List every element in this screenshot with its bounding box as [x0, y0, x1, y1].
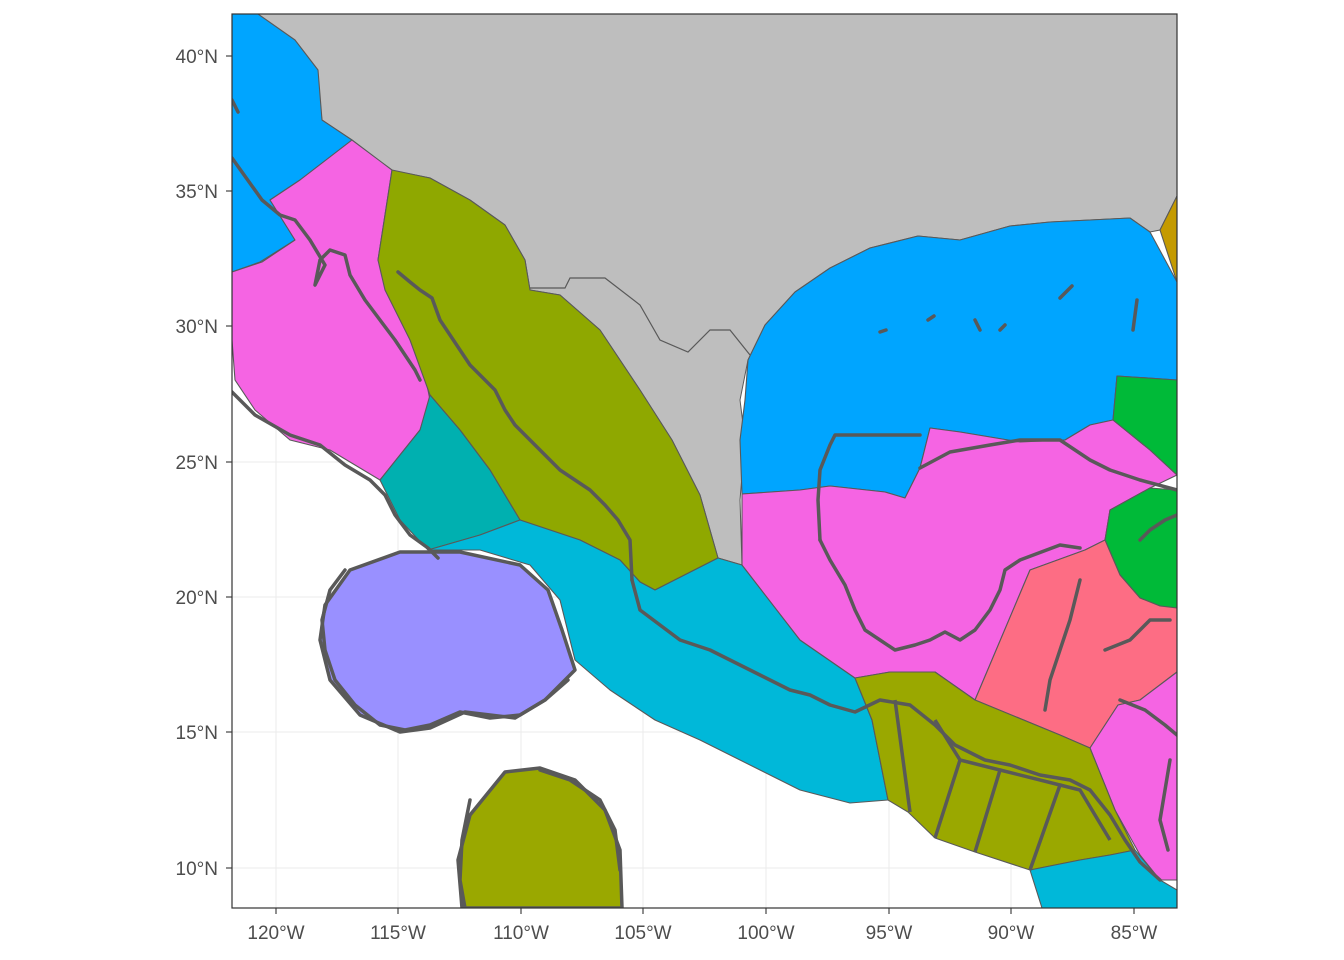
- x-tick-label: 120°W: [247, 923, 304, 944]
- x-tick-label: 105°W: [614, 923, 671, 944]
- y-tick-label: 40°N: [176, 47, 218, 68]
- us-mexico-border: [530, 277, 751, 356]
- x-tick-label: 90°W: [988, 923, 1035, 944]
- x-tick-label: 95°W: [866, 923, 913, 944]
- y-tick-label: 25°N: [176, 453, 218, 474]
- x-tick-label: 85°W: [1111, 923, 1158, 944]
- x-tick-label: 100°W: [737, 923, 794, 944]
- y-axis: 10°N 15°N 20°N 25°N 30°N 35°N 40°N: [176, 47, 232, 880]
- x-tick-label: 115°W: [370, 923, 426, 944]
- x-axis: 120°W 115°W 110°W 105°W 100°W 95°W 90°W …: [247, 908, 1157, 944]
- y-tick-label: 10°N: [176, 859, 218, 880]
- central-america-boundaries: [893, 699, 1112, 871]
- zone-cuba-north: [1112, 375, 1177, 476]
- x-tick-label: 110°W: [493, 923, 549, 944]
- y-tick-label: 30°N: [176, 317, 218, 338]
- y-tick-label: 35°N: [176, 182, 218, 203]
- y-tick-label: 20°N: [176, 588, 218, 609]
- y-tick-label: 15°N: [176, 723, 218, 744]
- coastlines: [232, 98, 1177, 908]
- panel-border: [231, 13, 1178, 909]
- zone-atlantic-corner: [1159, 195, 1177, 283]
